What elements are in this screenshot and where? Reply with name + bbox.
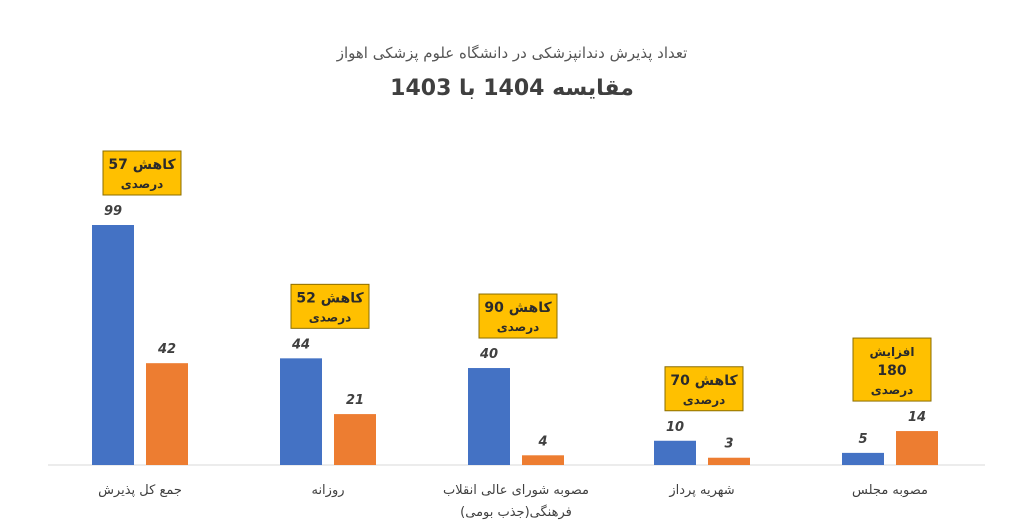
annotation-text-3-0: کاهش 70	[670, 373, 738, 389]
bar-series-1-4	[896, 431, 938, 465]
data-label-series-1-3: 3	[724, 437, 733, 452]
chart-title: تعداد پذیرش دندانپزشکی در دانشگاه علوم پ…	[336, 44, 688, 62]
category-label-2-0: مصوبه شورای عالی انقلاب	[443, 483, 589, 498]
annotation-text-4-1: 180	[877, 363, 906, 379]
category-label-0-0: جمع کل پذیرش	[98, 483, 182, 498]
annotation-text-0-1: درصدی	[121, 177, 164, 191]
data-label-series-0-4: 5	[858, 432, 867, 447]
bar-series-0-0	[92, 225, 134, 465]
category-label-2-1: فرهنگی(جذب بومی)	[460, 504, 572, 520]
annotation-text-3-1: درصدی	[683, 393, 726, 407]
annotation-text-4-0: افزایش	[869, 345, 914, 359]
data-label-series-1-1: 21	[346, 393, 364, 408]
bar-series-1-0	[146, 363, 188, 465]
data-label-series-1-4: 14	[908, 410, 926, 425]
data-label-series-0-3: 10	[666, 420, 684, 435]
annotation-text-1-1: درصدی	[309, 310, 352, 324]
bar-series-0-2	[468, 368, 510, 465]
chart-subtitle: مقایسه 1404 با 1403	[390, 76, 634, 101]
data-label-series-1-2: 4	[537, 434, 547, 449]
category-label-4-0: مصوبه مجلس	[852, 483, 928, 498]
data-label-series-0-0: 99	[104, 204, 122, 219]
data-label-series-0-1: 44	[291, 337, 310, 352]
category-label-3-0: شهریه پرداز	[668, 483, 734, 498]
annotation-box-0	[102, 150, 182, 196]
data-label-series-0-2: 40	[479, 347, 498, 362]
bar-series-1-3	[708, 457, 750, 465]
bar-series-0-4	[842, 452, 884, 465]
category-label-1-0: روزانه	[311, 483, 344, 498]
annotation-box-4	[852, 337, 932, 402]
annotation-text-2-1: درصدی	[497, 320, 540, 334]
annotation-text-4-2: درصدی	[871, 383, 914, 397]
bar-series-0-3	[654, 440, 696, 465]
annotation-text-1-0: کاهش 52	[296, 290, 364, 306]
annotation-box-2	[478, 293, 558, 339]
annotation-box-3	[664, 366, 744, 412]
bar-series-1-2	[522, 455, 564, 465]
bar-series-0-1	[280, 358, 322, 465]
annotation-text-2-0: کاهش 90	[484, 300, 552, 316]
data-label-series-1-0: 42	[157, 342, 176, 357]
annotation-box-1	[290, 283, 370, 329]
annotation-text-0-0: کاهش 57	[108, 157, 176, 173]
bar-series-1-1	[334, 414, 376, 465]
